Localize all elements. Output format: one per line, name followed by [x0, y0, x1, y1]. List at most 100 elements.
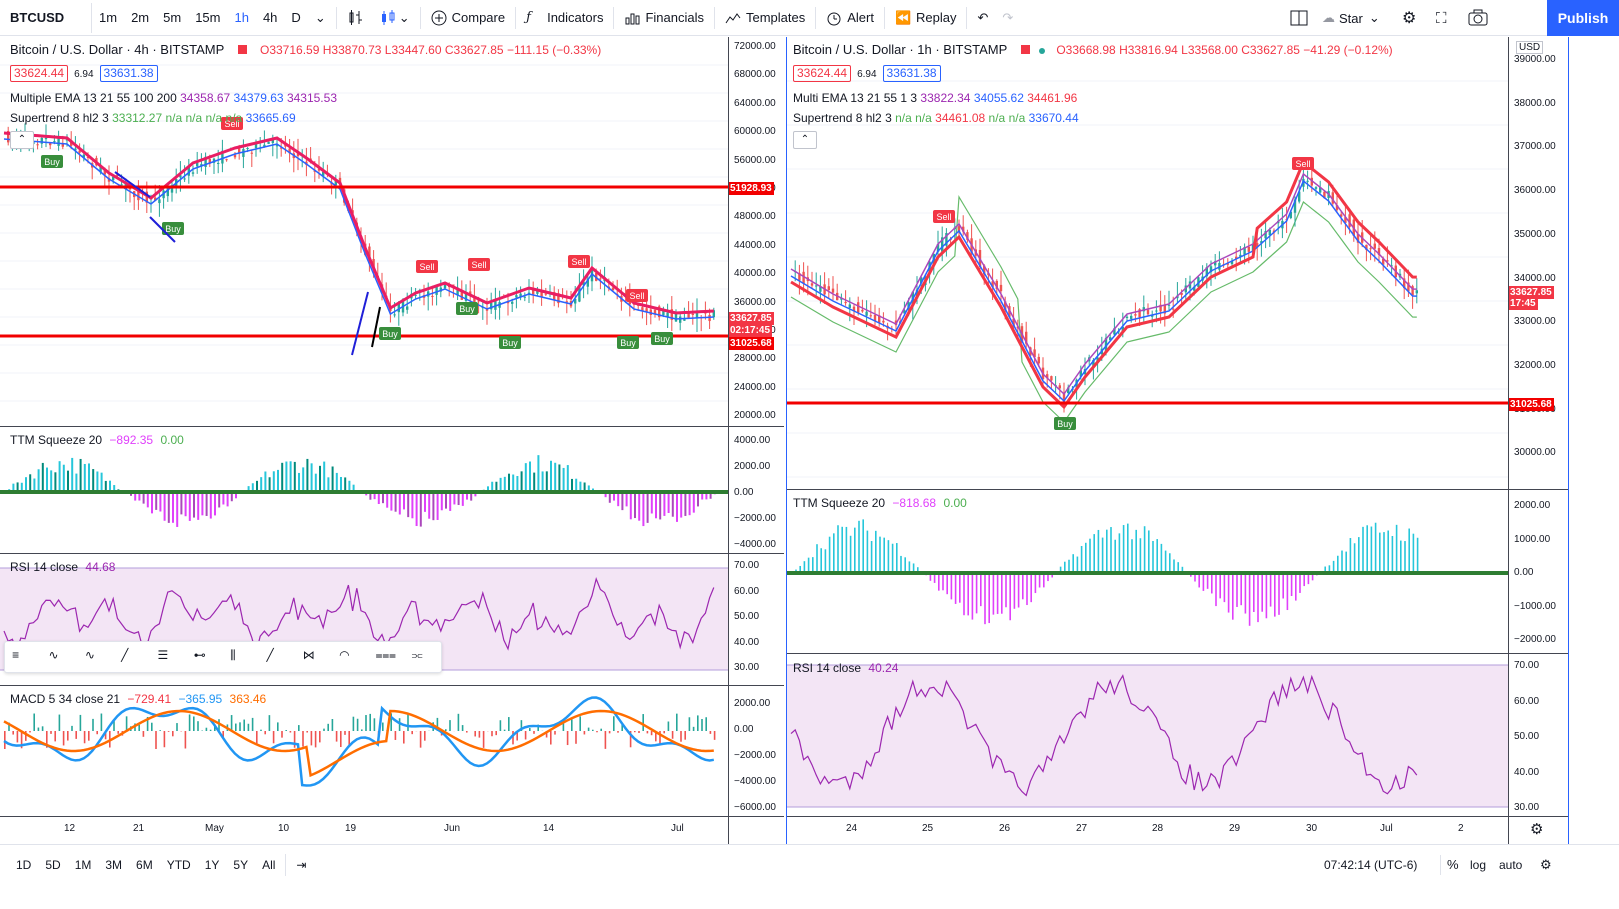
wave-tool-icon[interactable]: ∿ — [48, 648, 59, 662]
left-bid-chip[interactable]: 33624.44 — [10, 65, 69, 82]
auto-toggle[interactable]: auto — [1499, 857, 1523, 872]
abc-wave-icon[interactable]: ∿ — [84, 648, 95, 662]
vertical-lines-icon[interactable]: ⫼ — [230, 648, 236, 662]
left-ttm-bar — [625, 492, 628, 507]
right-rsi-pane[interactable] — [787, 654, 1508, 816]
left-ttm-bar — [260, 477, 263, 492]
undo-button[interactable]: ↶ — [970, 0, 995, 36]
left-ttm-v2: 0.00 — [160, 433, 184, 447]
right-candles-candle — [1298, 191, 1301, 202]
left-ttm-bar — [319, 465, 321, 492]
range-3m[interactable]: 3M — [105, 857, 123, 872]
goto-date-button[interactable]: ⇥ — [289, 858, 313, 872]
right-ttm-bar — [1156, 539, 1158, 573]
pitchfork-icon[interactable]: ⩶ — [375, 648, 396, 662]
right-ask-chip[interactable]: 33631.38 — [882, 65, 941, 82]
range-5y[interactable]: 5Y — [233, 857, 249, 872]
financials-button[interactable]: Financials — [617, 0, 711, 36]
interval-dropdown[interactable]: ⌄ — [308, 0, 333, 36]
star-button[interactable]: ☁ Star ⌄ — [1322, 0, 1380, 36]
interval-d[interactable]: D — [291, 10, 301, 25]
range-1y[interactable]: 1Y — [204, 857, 220, 872]
left-ttm-bar — [41, 462, 44, 492]
right-ttm-axis[interactable]: 2000.00 1000.00 0.00 −1000.00 −2000.00 — [1508, 490, 1568, 653]
symbol-search[interactable]: BTCUSD — [4, 2, 92, 33]
lines-tool-icon[interactable]: ≡ — [12, 648, 20, 662]
left-rsi-axis[interactable]: 70.00 60.00 50.00 40.00 30.00 — [728, 554, 784, 685]
left-low: L33447.60 — [384, 43, 442, 57]
right-ema-legend[interactable]: Multi EMA 13 21 55 1 3 33822.34 34055.62… — [793, 90, 1077, 106]
publish-button[interactable]: Publish — [1547, 0, 1619, 36]
left-supertrend-legend[interactable]: Supertrend 8 hl2 3 33312.27 n/a n/a n/a … — [10, 110, 296, 126]
left-collapse-legend-button[interactable]: ⌃ — [10, 131, 34, 149]
alert-button[interactable]: Alert — [819, 0, 881, 36]
right-rsi-axis[interactable]: 70.00 60.00 50.00 40.00 30.00 — [1508, 654, 1568, 816]
right-rsi-legend[interactable]: RSI 14 close 40.24 — [793, 660, 898, 676]
interval-4h[interactable]: 4h — [262, 10, 278, 25]
right-main-chart[interactable]: Sell Sell Buy — [787, 37, 1508, 489]
right-supertrend-legend[interactable]: Supertrend 8 hl2 3 n/a n/a 34461.08 n/a … — [793, 110, 1079, 126]
range-6m[interactable]: 6M — [136, 857, 153, 872]
fullscreen-button[interactable]: ⛶ — [1436, 0, 1447, 36]
right-ttm-bar — [1118, 533, 1121, 573]
left-main-chart[interactable]: Buy Buy Buy Buy Buy Buy Buy Sell Sell Sell Sell Sel… — [0, 37, 728, 426]
redo-button[interactable]: ↷ — [995, 0, 1020, 36]
left-time-axis[interactable]: 12 21 May 10 19 Jun 14 Jul — [0, 817, 728, 843]
range-1d[interactable]: 1D — [16, 857, 32, 872]
bar-style-button[interactable] — [340, 0, 372, 36]
left-ema-legend[interactable]: Multiple EMA 13 21 55 100 200 34358.67 3… — [10, 90, 337, 106]
log-toggle[interactable]: log — [1470, 857, 1487, 872]
right-bid-chip[interactable]: 33624.44 — [793, 65, 852, 82]
left-ttm-axis[interactable]: 4000.00 2000.00 0.00 −2000.00 −4000.00 — [728, 427, 784, 553]
redo-icon: ↷ — [1002, 9, 1014, 25]
interval-1m[interactable]: 1m — [99, 10, 118, 25]
clock-time[interactable]: 07:42:14 (UTC-6) — [1324, 857, 1418, 872]
interval-15m[interactable]: 15m — [195, 10, 221, 25]
range-ytd[interactable]: YTD — [166, 857, 191, 872]
left-macd-legend[interactable]: MACD 5 34 close 21 −729.41 −365.95 363.4… — [10, 691, 266, 707]
left-rsi-legend[interactable]: RSI 14 close 44.68 — [10, 559, 115, 575]
compare-button[interactable]: Compare — [424, 0, 512, 36]
right-ttm-bar — [1282, 573, 1284, 599]
right-price-axis[interactable]: USD 39000.00 38000.00 37000.00 36000.00 35000… — [1508, 37, 1568, 489]
layout-button[interactable] — [1290, 0, 1308, 36]
left-macd-pane[interactable] — [0, 686, 728, 816]
range-1m[interactable]: 1M — [74, 857, 92, 872]
currency-selector[interactable]: USD — [1516, 41, 1544, 54]
horizontal-ray-icon[interactable]: ⊷ — [193, 648, 206, 662]
right-ttm-legend[interactable]: TTM Squeeze 20 −818.68 0.00 — [793, 495, 967, 511]
percent-toggle[interactable]: % — [1447, 857, 1459, 872]
left-macd-axis[interactable]: 2000.00 0.00 −2000.00 −4000.00 −6000.00 — [728, 686, 784, 816]
range-5d[interactable]: 5D — [45, 857, 61, 872]
snapshot-button[interactable] — [1468, 0, 1488, 36]
axis-settings-icon[interactable]: ⚙ — [1530, 821, 1544, 838]
replay-button[interactable]: ⏪ Replay — [888, 0, 963, 36]
left-ttm-bar — [436, 492, 439, 520]
interval-5m[interactable]: 5m — [163, 10, 182, 25]
left-price-axis[interactable]: 72000.00 68000.00 64000.00 60000.00 56000.00… — [728, 37, 784, 426]
left-ttm-squeeze-pane[interactable] — [0, 427, 728, 553]
settings-button[interactable]: ⚙ — [1402, 0, 1416, 36]
right-ttm-bar — [1148, 530, 1150, 573]
ray-icon[interactable]: ╱ — [266, 648, 274, 662]
interval-1h[interactable]: 1h — [234, 10, 249, 25]
channel-icon[interactable]: ⫗ — [411, 648, 423, 662]
left-macd-hist — [25, 731, 27, 741]
range-all[interactable]: All — [262, 857, 276, 872]
trendline-icon[interactable]: ╱ — [121, 648, 129, 662]
right-time-axis[interactable]: 24 25 26 27 28 29 30 Jul 2 — [787, 817, 1508, 843]
fib-tool-icon[interactable]: ☰ — [157, 648, 169, 662]
indicators-button[interactable]: ƒ Indicators — [519, 0, 610, 36]
candle-style-button[interactable]: ⌄ — [372, 0, 417, 36]
collapse-legend-button[interactable]: ⌃ — [793, 131, 817, 149]
right-ttm-squeeze-pane[interactable] — [787, 490, 1508, 653]
right-ttm-bar — [1391, 536, 1394, 573]
pattern-icon[interactable]: ⋈ — [302, 648, 315, 662]
arc-icon[interactable]: ◠ — [339, 648, 350, 662]
interval-2m[interactable]: 2m — [131, 10, 150, 25]
left-ask-chip[interactable]: 33631.38 — [99, 65, 158, 82]
settings-gear-icon[interactable]: ⚙ — [1540, 856, 1552, 872]
left-ttm-legend[interactable]: TTM Squeeze 20 −892.35 0.00 — [10, 432, 184, 448]
templates-button[interactable]: Templates — [718, 0, 812, 36]
left-time-tick: 21 — [133, 823, 145, 834]
